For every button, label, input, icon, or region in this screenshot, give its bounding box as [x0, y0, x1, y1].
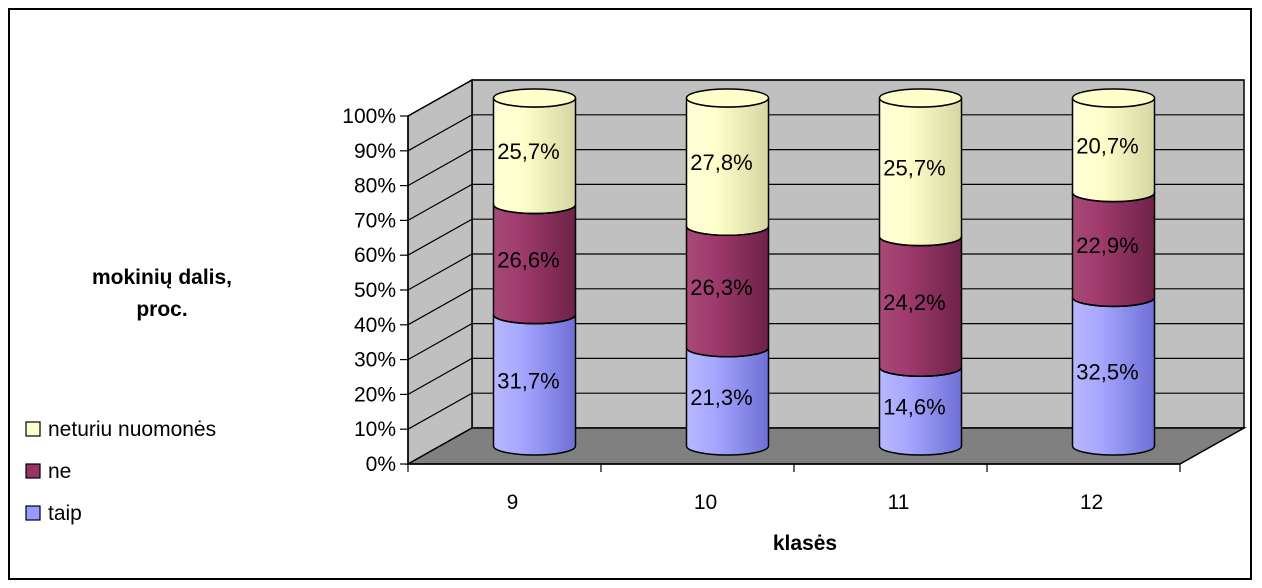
y-axis-title-line-1: mokinių dalis,	[92, 266, 232, 289]
y-tick-label: 30%	[354, 349, 396, 372]
cylinder-bar	[685, 88, 770, 456]
data-label: 21,3%	[690, 385, 752, 410]
data-label: 26,6%	[497, 248, 559, 273]
gridline	[407, 79, 1244, 117]
gridline	[407, 392, 1244, 430]
data-label: 22,9%	[1076, 233, 1138, 258]
x-axis-title: klasės	[773, 532, 837, 555]
gridline	[407, 149, 1244, 187]
y-tick-label: 70%	[354, 209, 396, 232]
gridline	[407, 288, 1244, 326]
data-label: 26,3%	[690, 275, 752, 300]
y-tick-label: 80%	[354, 175, 396, 198]
gridlines	[407, 79, 1244, 430]
y-tick-label: 50%	[354, 279, 396, 302]
stacked-cylinder-chart: 0% 10% 20% 30% 40% 50% 60% 70% 80% 90% 100% 9 10 11 12…	[20, 78, 1247, 555]
legend-label: ne	[48, 460, 71, 483]
segment-divider	[1071, 297, 1156, 308]
data-label: 14,6%	[883, 395, 945, 420]
segment-divider	[685, 226, 770, 237]
segment-divider	[878, 367, 963, 377]
legend-swatch	[25, 421, 41, 437]
y-tick-label: 10%	[354, 418, 396, 441]
cylinder-bar	[1071, 88, 1156, 456]
segment-divider	[685, 347, 770, 358]
chart-frame: 0% 10% 20% 30% 40% 50% 60% 70% 80% 90% 100% 9 10 11 12…	[8, 8, 1252, 580]
data-label: 25,7%	[883, 155, 945, 180]
gridline	[407, 323, 1244, 361]
legend-label: taip	[48, 502, 82, 525]
bar-top-cap	[685, 88, 770, 108]
y-tick-label: 40%	[354, 314, 396, 337]
data-labels: 31,7% 26,6% 25,7% 21,3% 26,3% 27,8% 14,6% 24,2%…	[497, 133, 1138, 419]
segment-divider	[878, 236, 963, 247]
gridline	[407, 357, 1244, 395]
gridline	[407, 114, 1244, 152]
bar-top-cap	[1071, 88, 1156, 108]
data-label: 31,7%	[497, 368, 559, 393]
y-tick-label: 0%	[366, 453, 396, 476]
y-tick-label: 100%	[342, 105, 396, 128]
legend: neturiu nuomonės ne taip	[20, 410, 320, 528]
y-tick-label: 20%	[354, 383, 396, 406]
data-label: 20,7%	[1076, 133, 1138, 158]
cylinder-bar	[492, 88, 577, 456]
y-tick-label: 60%	[354, 244, 396, 267]
legend-swatch	[25, 505, 41, 521]
gridline	[407, 183, 1244, 221]
bars	[492, 88, 1156, 456]
legend-box	[20, 410, 320, 528]
x-tick-label: 9	[507, 491, 519, 514]
x-tick-label: 12	[1080, 491, 1103, 514]
y-tick-label: 90%	[354, 140, 396, 163]
data-label: 27,8%	[690, 150, 752, 175]
legend-label: neturiu nuomonės	[48, 418, 216, 441]
x-tick-label: 10	[694, 491, 717, 514]
bar-top-cap	[492, 88, 577, 108]
segment-divider	[1071, 192, 1156, 203]
segment-divider	[492, 314, 577, 325]
x-tick-label: 11	[888, 491, 910, 514]
data-label: 25,7%	[497, 139, 559, 164]
bar-top-cap	[878, 88, 963, 108]
axes: 0% 10% 20% 30% 40% 50% 60% 70% 80% 90% 100% 9 10 11 12	[342, 105, 1181, 514]
data-label: 32,5%	[1076, 360, 1138, 385]
gridline	[407, 253, 1244, 291]
gridline	[407, 218, 1244, 256]
y-axis-title-line-2: proc.	[136, 298, 187, 321]
segment-divider	[492, 204, 577, 215]
legend-swatch	[25, 463, 41, 479]
cylinder-bar	[878, 88, 963, 456]
data-label: 24,2%	[883, 290, 945, 315]
